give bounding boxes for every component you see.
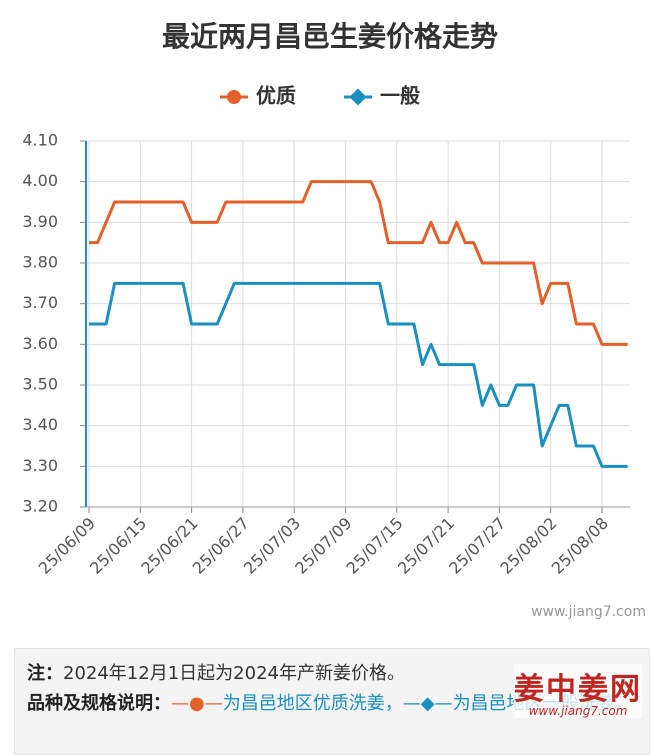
quality-spec: 为昌邑地区优质洗姜， xyxy=(222,693,403,714)
chart-title: 最近两月昌邑生姜价格走势 xyxy=(162,20,498,53)
y-tick-label: 3.30 xyxy=(22,456,58,475)
x-tick-label: 25/08/08 xyxy=(548,514,612,578)
spec-label: 品种及规格说明： xyxy=(27,693,171,714)
note-text: 2024年12月1日起为2024年产新姜价格。 xyxy=(63,663,405,684)
y-tick-label: 3.70 xyxy=(22,293,58,312)
y-tick-label: 3.80 xyxy=(22,253,58,272)
note-label: 注： xyxy=(27,663,63,684)
legend-marker xyxy=(349,88,367,106)
y-tick-label: 3.60 xyxy=(22,334,58,353)
y-tick-label: 4.00 xyxy=(22,171,58,190)
y-tick-label: 3.20 xyxy=(22,497,58,516)
legend-marker xyxy=(227,90,241,104)
legend-label: 一般 xyxy=(380,84,420,108)
series-line xyxy=(89,180,628,346)
general-icon: —◆— xyxy=(402,693,453,714)
series-line xyxy=(89,281,628,468)
watermark: www.jiang7.com xyxy=(531,604,646,620)
legend-label: 优质 xyxy=(256,84,296,108)
logo-url: www.jiang7.com xyxy=(528,704,628,718)
chart: 最近两月昌邑生姜价格走势 www.jiang7.com 优质 一般 3.20 3.30… xyxy=(22,20,646,620)
y-tick-label: 3.90 xyxy=(22,212,58,231)
note-line: 注：2024年12月1日起为2024年产新姜价格。 xyxy=(27,659,637,689)
quality-icon: —●— xyxy=(171,693,223,714)
y-tick-label: 3.50 xyxy=(22,375,58,394)
logo-name: 姜中姜网 xyxy=(514,672,642,707)
logo: 姜中姜网 www.jiang7.com xyxy=(514,664,642,718)
y-tick-label: 4.10 xyxy=(22,131,58,150)
y-tick-label: 3.40 xyxy=(22,415,58,434)
